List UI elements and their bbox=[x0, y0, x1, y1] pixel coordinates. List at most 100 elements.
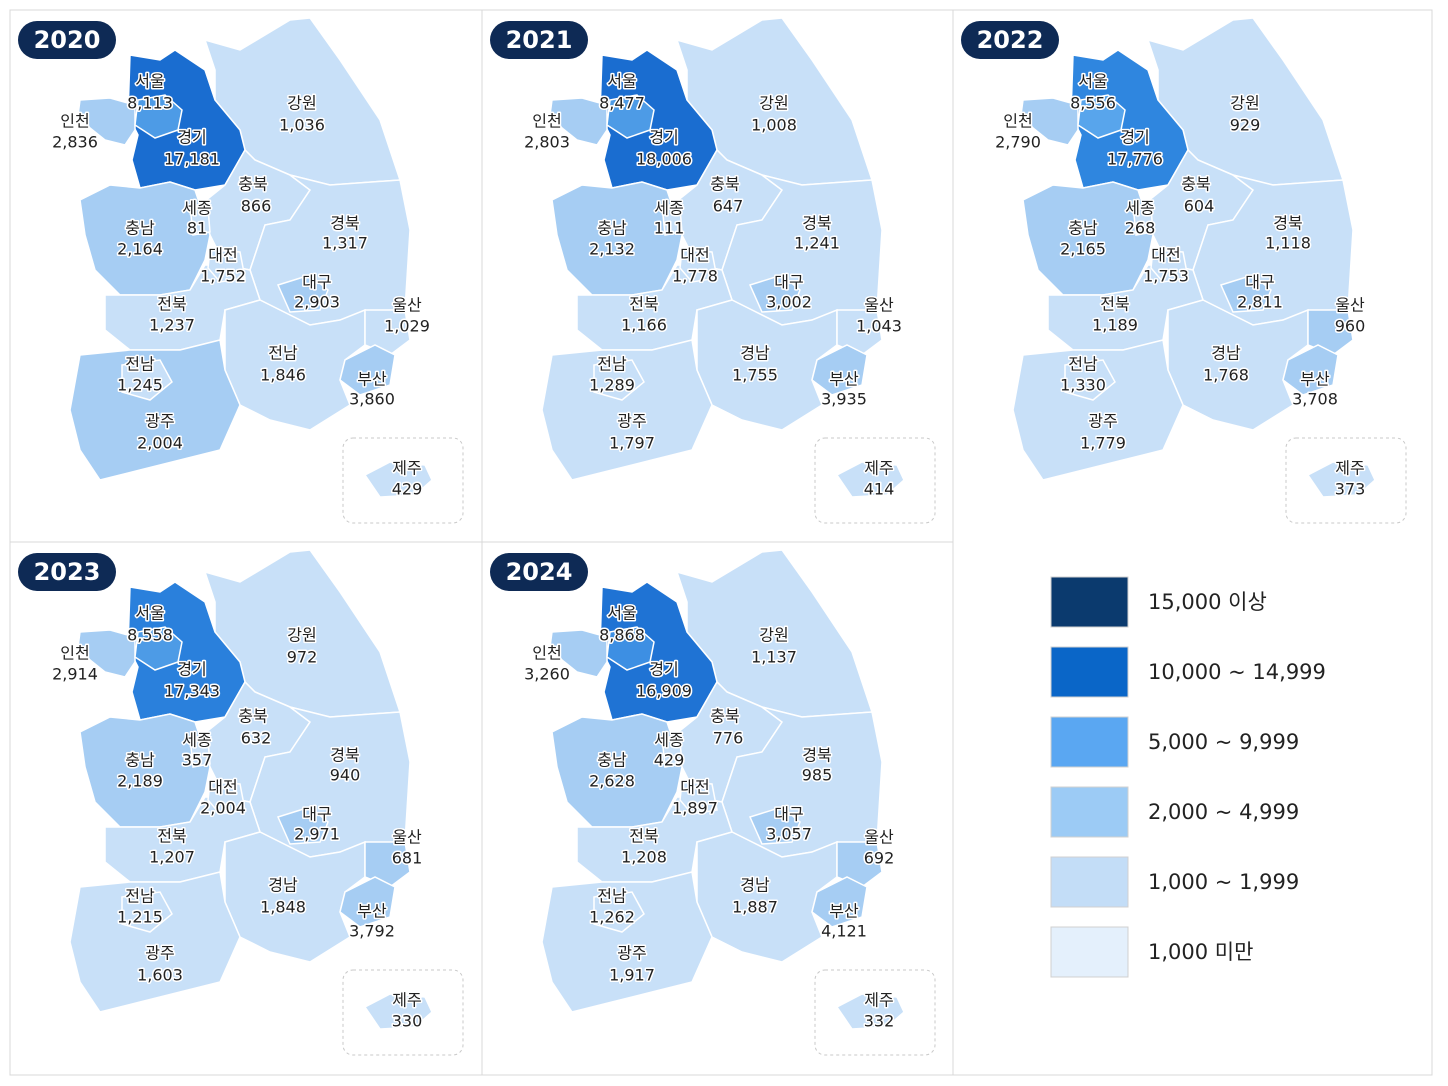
region bbox=[189, 204, 211, 236]
region-value: 1,603 bbox=[137, 966, 183, 985]
region bbox=[207, 781, 246, 815]
region bbox=[69, 871, 241, 1013]
region-name: 부산 bbox=[1300, 370, 1330, 389]
region-name: 경북 bbox=[1273, 214, 1302, 233]
region-value: 8,477 bbox=[599, 94, 645, 113]
region-value: 647 bbox=[713, 197, 744, 216]
jeju-box bbox=[814, 969, 936, 1056]
legend-swatch bbox=[1050, 646, 1129, 698]
region-value: 17,181 bbox=[164, 150, 220, 169]
region-name: 경기 bbox=[177, 660, 206, 679]
region-value: 2,004 bbox=[200, 799, 246, 818]
region-name: 전남 bbox=[1068, 355, 1098, 374]
region-name: 제주 bbox=[1335, 459, 1364, 478]
region bbox=[593, 359, 645, 401]
region bbox=[363, 461, 433, 498]
region-name: 경남 bbox=[740, 344, 770, 363]
year-badge bbox=[18, 21, 116, 59]
region bbox=[549, 97, 608, 146]
region-value: 940 bbox=[330, 766, 361, 785]
region-value: 929 bbox=[1230, 116, 1261, 135]
region-value: 3,860 bbox=[349, 390, 395, 409]
region-value: 8,558 bbox=[127, 626, 173, 645]
region-value: 4,121 bbox=[821, 922, 867, 941]
region-name: 대구 bbox=[774, 805, 803, 824]
region-name: 전남 bbox=[125, 355, 155, 374]
region-value: 17,343 bbox=[164, 682, 220, 701]
region-name: 경북 bbox=[802, 214, 831, 233]
region-value: 1,008 bbox=[751, 116, 797, 135]
region bbox=[748, 806, 801, 845]
region-value: 3,708 bbox=[1292, 390, 1338, 409]
region bbox=[77, 97, 136, 146]
region bbox=[121, 359, 173, 401]
region-name: 강원 bbox=[759, 626, 788, 645]
region-value: 1,846 bbox=[260, 366, 306, 385]
region-name: 대구 bbox=[1245, 273, 1274, 292]
region bbox=[541, 339, 713, 481]
region-value: 632 bbox=[241, 729, 272, 748]
region-name: 울산 bbox=[392, 828, 422, 847]
region-name: 부산 bbox=[357, 902, 387, 921]
region-value: 2,132 bbox=[589, 240, 635, 259]
region-value: 1,118 bbox=[1265, 234, 1311, 253]
region bbox=[1150, 249, 1189, 283]
region-name: 부산 bbox=[357, 370, 387, 389]
year-badge bbox=[490, 553, 588, 591]
region-name: 충북 bbox=[710, 175, 739, 194]
region-value: 2,164 bbox=[117, 240, 163, 259]
region-name: 울산 bbox=[864, 828, 894, 847]
region-value: 8,868 bbox=[599, 626, 645, 645]
region-name: 대전 bbox=[680, 246, 709, 265]
year-label: 2023 bbox=[34, 558, 101, 586]
region-value: 1,189 bbox=[1092, 316, 1138, 335]
legend-swatch bbox=[1050, 856, 1129, 908]
region-name: 경북 bbox=[802, 746, 831, 765]
region-value: 1,166 bbox=[621, 316, 667, 335]
region-name: 인천 bbox=[60, 644, 89, 663]
region bbox=[207, 249, 246, 283]
region-value: 3,792 bbox=[349, 922, 395, 941]
region-value: 3,002 bbox=[766, 293, 812, 312]
region bbox=[1219, 274, 1272, 313]
region bbox=[1022, 181, 1154, 296]
region-name: 인천 bbox=[60, 112, 89, 131]
region-name: 경기 bbox=[1120, 128, 1149, 147]
year-badge bbox=[18, 553, 116, 591]
region-value: 1,029 bbox=[384, 317, 430, 336]
region-value: 1,779 bbox=[1080, 434, 1126, 453]
region-value: 1,917 bbox=[609, 966, 655, 985]
region-value: 2,971 bbox=[294, 825, 340, 844]
region-value: 1,848 bbox=[260, 898, 306, 917]
region-name: 충북 bbox=[710, 707, 739, 726]
region-value: 3,260 bbox=[524, 665, 570, 684]
region-value: 1,237 bbox=[149, 316, 195, 335]
region bbox=[606, 626, 655, 671]
region-value: 17,776 bbox=[1107, 150, 1163, 169]
region-value: 1,207 bbox=[149, 848, 195, 867]
region-value: 8,113 bbox=[127, 94, 173, 113]
region-name: 경남 bbox=[740, 876, 770, 895]
region bbox=[1306, 461, 1376, 498]
region-name: 경기 bbox=[649, 128, 678, 147]
region bbox=[276, 806, 329, 845]
region-value: 429 bbox=[392, 480, 423, 499]
region-value: 1,317 bbox=[322, 234, 368, 253]
region-name: 서울 bbox=[135, 604, 164, 623]
region-value: 866 bbox=[241, 197, 272, 216]
region bbox=[593, 891, 645, 933]
region-name: 제주 bbox=[864, 991, 893, 1010]
region-name: 인천 bbox=[532, 644, 561, 663]
region-name: 대전 bbox=[1151, 246, 1180, 265]
region bbox=[364, 309, 411, 356]
region bbox=[679, 781, 718, 815]
region-value: 2,836 bbox=[52, 133, 98, 152]
region-name: 경북 bbox=[330, 746, 359, 765]
region-value: 972 bbox=[287, 648, 318, 667]
region-value: 414 bbox=[864, 480, 895, 499]
region-name: 충남 bbox=[597, 219, 627, 238]
region-value: 1,241 bbox=[794, 234, 840, 253]
legend-label: 2,000 ~ 4,999 bbox=[1148, 800, 1299, 824]
